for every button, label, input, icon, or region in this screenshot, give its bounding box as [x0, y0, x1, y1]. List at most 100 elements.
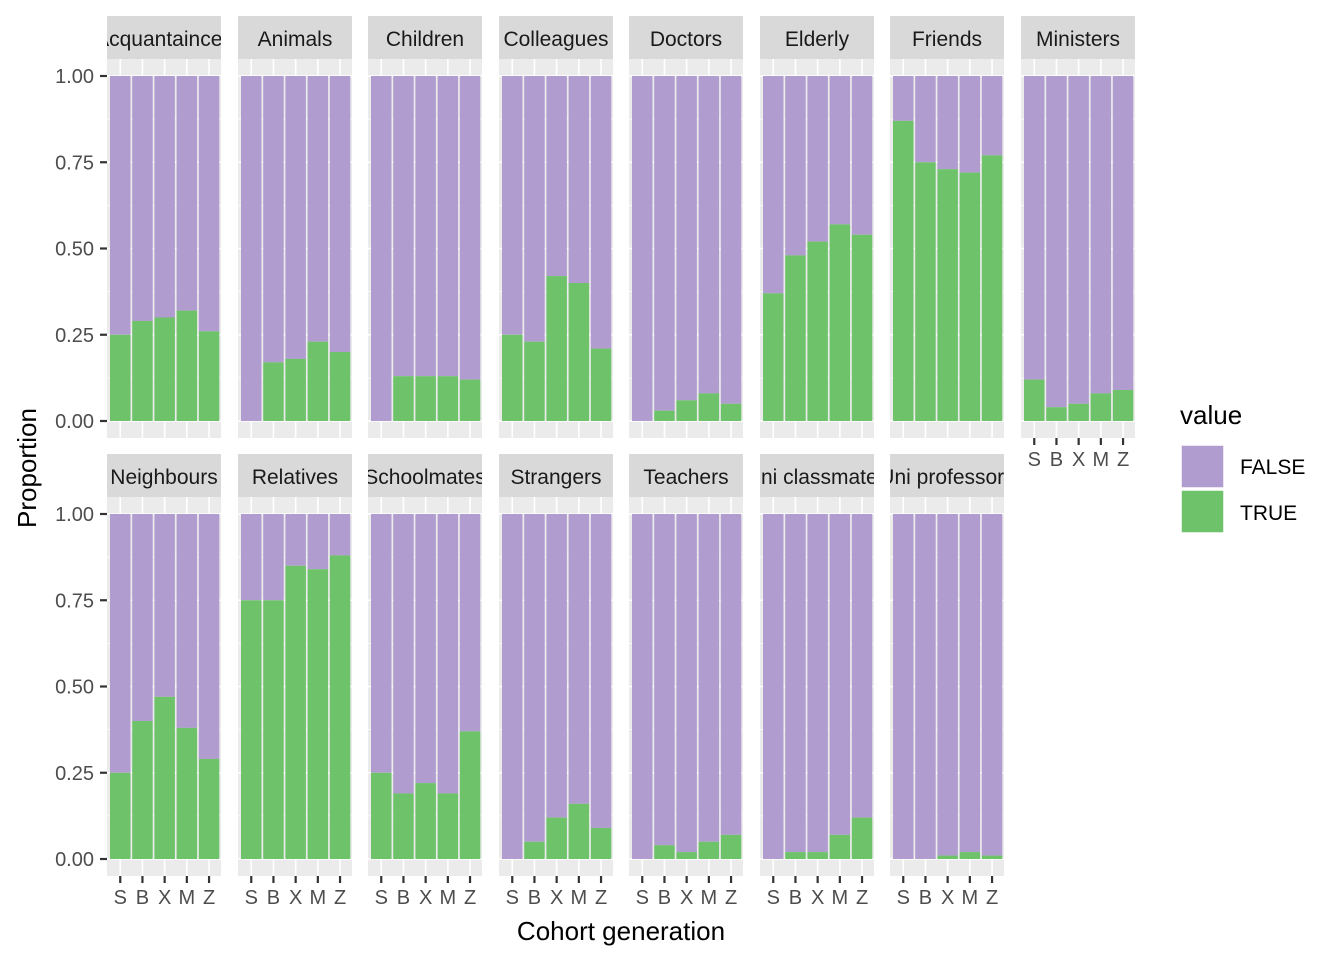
bar-true-B [654, 845, 675, 859]
bars [502, 76, 612, 421]
bar-false-Z [329, 514, 351, 556]
bar-true-Z [851, 234, 873, 421]
facet-ministers: Ministers S B X M Z [1021, 16, 1135, 471]
bar-false-S [632, 76, 653, 421]
bar-false-S [371, 514, 392, 773]
x-tick-label: M [440, 887, 457, 909]
x-tick-label: S [1028, 449, 1041, 471]
x-tick-label: M [571, 887, 588, 909]
bar-false-X [1068, 76, 1089, 404]
bar-false-M [307, 76, 329, 342]
bar-true-M [307, 341, 329, 421]
bar-true-S [502, 334, 523, 421]
facet-children: Children [368, 16, 482, 438]
bar-true-S [110, 334, 131, 421]
bar-false-B [263, 76, 284, 363]
bar-false-S [632, 514, 653, 859]
x-tick-label: B [919, 887, 932, 909]
bars [371, 76, 481, 421]
facet-strip-label: Schoolmates [364, 466, 485, 489]
bar-true-Z [981, 855, 1003, 859]
facet-animals: Animals [238, 16, 352, 438]
x-tick-label: B [136, 887, 149, 909]
bar-false-M [959, 76, 981, 173]
bar-false-M [307, 514, 329, 570]
bar-true-X [154, 317, 175, 421]
bar-true-B [393, 376, 414, 421]
y-tick-label: 0.25 [55, 325, 94, 347]
bar-true-X [807, 852, 828, 859]
bar-false-Z [1112, 76, 1134, 390]
bar-false-S [893, 514, 914, 859]
bar-false-Z [720, 514, 742, 835]
bar-false-S [241, 76, 262, 421]
x-tick-label: X [550, 887, 563, 909]
bar-true-S [763, 293, 784, 421]
bar-true-Z [590, 348, 612, 421]
bar-true-B [263, 600, 284, 859]
bar-false-B [785, 76, 806, 256]
bar-false-M [829, 76, 851, 225]
bar-true-M [959, 172, 981, 421]
bar-false-X [676, 514, 697, 853]
bar-false-Z [590, 514, 612, 828]
x-tick-label: Z [334, 887, 346, 909]
bar-false-B [654, 514, 675, 846]
bar-false-X [807, 514, 828, 853]
bar-true-Z [459, 379, 481, 421]
bar-false-Z [981, 76, 1003, 156]
y-tick-label: 1.00 [55, 66, 94, 88]
bar-true-M [698, 393, 720, 421]
bar-false-M [829, 514, 851, 835]
facet-strip [890, 16, 1004, 59]
y-tick-label: 0.75 [55, 590, 94, 612]
bar-true-X [676, 400, 697, 421]
facet-uni-classmates: Uni classmates S B X M Z [760, 454, 874, 909]
y-tick-label: 1.00 [55, 504, 94, 526]
bar-true-M [307, 569, 329, 859]
bars [763, 76, 873, 421]
bar-false-X [285, 76, 306, 359]
bars [371, 514, 481, 859]
bars [241, 76, 351, 421]
facet-relatives: Relatives S B X M Z [238, 454, 352, 909]
bar-true-Z [459, 731, 481, 859]
bar-false-S [241, 514, 262, 601]
bar-false-X [546, 76, 567, 277]
bar-true-Z [198, 758, 220, 859]
bar-true-B [132, 320, 153, 421]
x-tick-label: Z [986, 887, 998, 909]
bar-false-M [437, 76, 459, 377]
bar-true-M [829, 834, 851, 859]
bar-false-Z [198, 76, 220, 332]
bar-false-X [937, 76, 958, 170]
legend-title: value [1180, 400, 1242, 430]
bar-false-M [698, 76, 720, 394]
facet-strip-label: Acquantainces [95, 28, 233, 51]
x-tick-label: Z [1117, 449, 1129, 471]
facet-strip [499, 454, 613, 497]
y-axis-label: Proportion [12, 408, 42, 528]
bar-false-B [524, 76, 545, 342]
facet-strip-label: Teachers [643, 466, 728, 489]
bar-true-X [937, 169, 958, 421]
bar-false-Z [329, 76, 351, 352]
bar-true-B [654, 410, 675, 421]
bar-false-S [502, 514, 523, 859]
bars [241, 514, 351, 859]
facet-strip [629, 454, 743, 497]
x-tick-label: Z [595, 887, 607, 909]
y-axis-row-2: 0.00 0.25 0.50 0.75 1.00 [55, 504, 107, 871]
bar-true-Z [329, 352, 351, 421]
bar-true-Z [851, 817, 873, 859]
facet-strip [107, 454, 221, 497]
bar-true-M [568, 803, 590, 859]
bar-false-Z [851, 514, 873, 818]
facet-strip-label: Strangers [510, 466, 601, 489]
bar-true-X [415, 783, 436, 859]
bar-true-S [241, 600, 262, 859]
